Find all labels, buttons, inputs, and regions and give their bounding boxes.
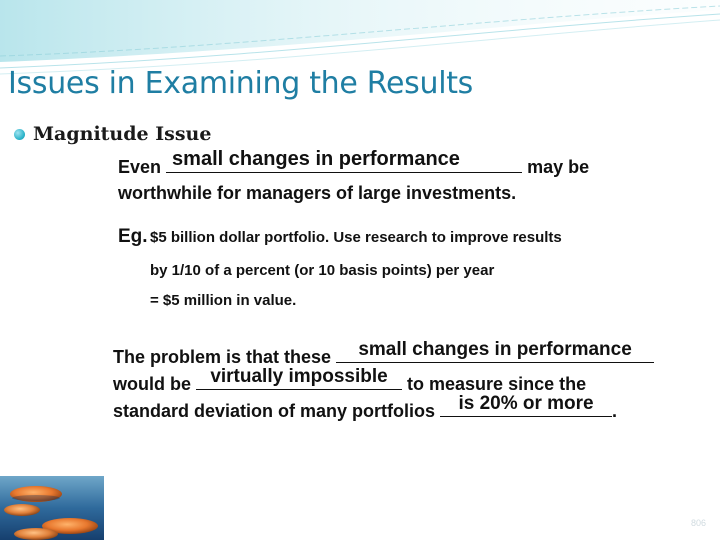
example-label: Eg. bbox=[118, 226, 148, 247]
example-line3: = $5 million in value. bbox=[150, 292, 297, 309]
bullet-heading: Magnitude Issue bbox=[33, 123, 212, 145]
para2-blank1: small changes in performance bbox=[336, 339, 655, 363]
para2-blank2-answer: virtually impossible bbox=[210, 366, 388, 387]
para2-lead: The problem is that these bbox=[113, 347, 332, 367]
para2-line2-tail: to measure since the bbox=[407, 374, 587, 394]
para1-tail: may be bbox=[527, 157, 590, 177]
para2-line2-lead: would be bbox=[113, 374, 191, 394]
para1-lead: Even bbox=[118, 157, 162, 177]
para1-line1: Even small changes in performance may be bbox=[118, 148, 590, 178]
bullet-item: Magnitude Issue bbox=[14, 123, 211, 145]
stones-decoration-image bbox=[0, 476, 104, 540]
para1-blank: small changes in performance bbox=[166, 148, 523, 173]
slide-number: 806 bbox=[690, 518, 706, 528]
bullet-dot-icon bbox=[14, 128, 25, 140]
para1-line2: worthwhile for managers of large investm… bbox=[118, 183, 517, 203]
example-line2: by 1/10 of a percent (or 10 basis points… bbox=[150, 262, 495, 279]
example-line1: $5 billion dollar portfolio. Use researc… bbox=[150, 229, 562, 246]
slide-title: Issues in Examining the Results bbox=[8, 66, 474, 101]
para2-line3-tail: . bbox=[612, 401, 618, 421]
para2-blank3-answer: is 20% or more bbox=[458, 393, 594, 414]
para2-line3-lead: standard deviation of many portfolios bbox=[113, 401, 436, 421]
para2-blank2: virtually impossible bbox=[196, 366, 403, 390]
para2-line2: would be virtually impossible to measure… bbox=[113, 366, 587, 395]
header-swoosh-decoration bbox=[0, 0, 720, 80]
para2-blank3: is 20% or more bbox=[440, 393, 613, 417]
para2-line1: The problem is that these small changes … bbox=[113, 339, 655, 368]
para2-blank1-answer: small changes in performance bbox=[358, 339, 632, 360]
para2-line3: standard deviation of many portfolios is… bbox=[113, 393, 618, 422]
para1-blank-answer: small changes in performance bbox=[172, 148, 460, 170]
